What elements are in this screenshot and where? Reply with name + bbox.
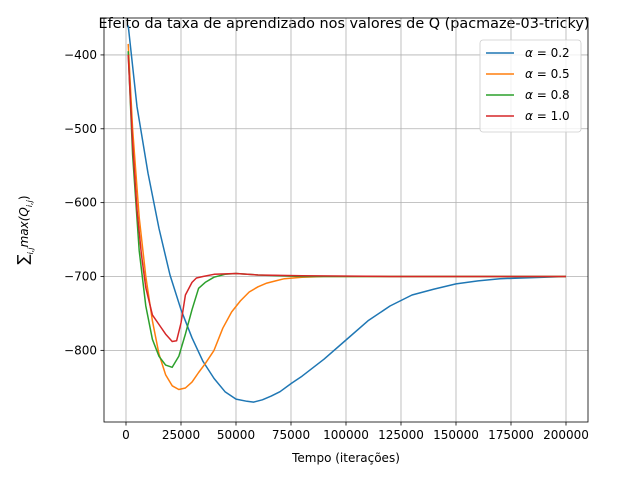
series-line-1 xyxy=(127,25,567,403)
legend-label-value: = 0.8 xyxy=(533,88,570,102)
y-ticks: −800 −700 −600 −500 −400 xyxy=(64,48,104,357)
legend-label-value: = 1.0 xyxy=(533,109,570,123)
series-line-4 xyxy=(127,54,566,343)
y-axis-label-main: max(Q xyxy=(17,207,31,247)
x-ticks: 0 25000 50000 75000 100000 125000 150000 175000… xyxy=(122,422,589,442)
x-tick-label: 150000 xyxy=(433,428,479,442)
legend-box xyxy=(479,39,582,133)
legend-label-symbol: α xyxy=(525,109,533,123)
legend-label-2: α = 0.5 xyxy=(525,67,570,81)
y-axis-label: ∑i,jmax(Qi,j) xyxy=(14,195,35,264)
x-tick-label: 200000 xyxy=(543,428,589,442)
legend-label-symbol: α xyxy=(525,88,533,102)
series-group xyxy=(127,25,567,403)
y-tick-label: −600 xyxy=(64,196,97,210)
y-tick-label: −800 xyxy=(64,343,97,357)
x-tick-label: 75000 xyxy=(272,428,310,442)
x-tick-label: 100000 xyxy=(323,428,369,442)
legend-label-value: = 0.2 xyxy=(533,46,570,60)
y-tick-label: −400 xyxy=(64,48,97,62)
x-tick-label: 0 xyxy=(122,428,130,442)
chart-title: Efeito da taxa de aprendizado nos valore… xyxy=(98,16,589,32)
legend-label-3: α = 0.8 xyxy=(525,88,570,102)
legend-label-1: α = 0.2 xyxy=(525,46,570,60)
legend-label-4: α = 1.0 xyxy=(525,109,570,123)
y-tick-label: −700 xyxy=(64,270,97,284)
y-axis-label-close: ) xyxy=(17,195,31,200)
x-tick-label: 50000 xyxy=(217,428,255,442)
svg-text:∑i,jmax(Qi,j): ∑i,jmax(Qi,j) xyxy=(14,195,35,264)
y-axis-label-sum: ∑ xyxy=(14,254,32,264)
y-axis-label-main-sub: i,j xyxy=(25,199,34,207)
legend-label-symbol: α xyxy=(525,67,533,81)
legend-label-symbol: α xyxy=(525,46,533,60)
x-tick-label: 25000 xyxy=(162,428,200,442)
y-axis-label-sum-sub: i,j xyxy=(26,247,35,255)
legend-label-value: = 0.5 xyxy=(533,67,570,81)
y-tick-label: −500 xyxy=(64,122,97,136)
x-tick-label: 125000 xyxy=(378,428,424,442)
x-axis-label: Tempo (iterações) xyxy=(291,451,400,465)
legend: α = 0.2α = 0.5α = 0.8α = 1.0 xyxy=(479,39,582,133)
x-tick-label: 175000 xyxy=(488,428,534,442)
